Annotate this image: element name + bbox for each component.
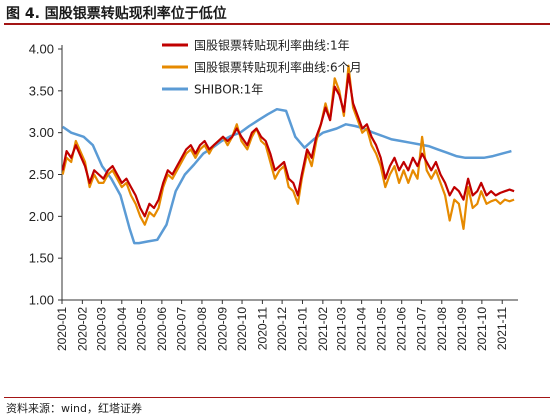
title-rule [4, 23, 550, 25]
y-tick-label: 1.50 [29, 251, 54, 266]
legend-label: SHIBOR:1年 [194, 83, 263, 97]
y-tick-labels: 1.00 1.50 2.00 2.50 3.00 3.50 4.00 [29, 42, 62, 308]
x-tick-label: 2021-04 [355, 307, 369, 351]
figure-title: 图 4. 国股银票转贴现利率位于低位 [6, 6, 227, 22]
x-tick-label: 2021-03 [334, 307, 348, 351]
x-tick-label: 2021-11 [495, 307, 509, 350]
series-lines [61, 64, 515, 245]
series-line-2 [61, 107, 512, 245]
source-note: 资料来源：wind，红塔证券 [6, 402, 143, 415]
x-tick-label: 2021-05 [374, 307, 388, 351]
x-tick-label: 2021-06 [395, 307, 409, 351]
source-rule [4, 397, 550, 398]
y-tick-label: 4.00 [29, 42, 54, 57]
legend-label: 国股银票转贴现利率曲线:6个月 [194, 60, 362, 75]
x-tick-label: 2021-01 [295, 307, 309, 351]
line-chart: 1.001.502.002.503.003.504.00 2020-01 2020… [29, 38, 518, 351]
x-tick-label: 2020-02 [75, 307, 89, 351]
series-line-1 [61, 64, 515, 230]
x-tick-label: 2020-05 [135, 307, 149, 351]
y-tick-label: 3.50 [29, 83, 54, 98]
x-tick-label: 2020-06 [155, 307, 169, 351]
x-tick-label: 2021-08 [435, 307, 449, 351]
x-tick-label: 2020-04 [115, 307, 129, 351]
x-tick-label: 2020-08 [195, 307, 209, 351]
axes [61, 45, 518, 301]
x-tick-label: 2020-09 [215, 307, 229, 351]
x-tick-label: 2021-09 [455, 307, 469, 351]
legend-label: 国股银票转贴现利率曲线:1年 [194, 38, 350, 53]
x-tick-labels: 2020-01 2020-02 2020-03 2020-04 2020-05 2020-… [55, 300, 509, 351]
x-tick-label: 2020-11 [255, 307, 269, 350]
x-tick-label: 2020-07 [175, 307, 189, 351]
x-tick-label: 2021-10 [475, 307, 489, 351]
y-tick-label: 3.00 [29, 125, 54, 140]
x-tick-label: 2021-02 [316, 307, 330, 351]
x-tick-label: 2020-10 [235, 307, 249, 351]
y-tick-label: 2.00 [29, 209, 54, 224]
x-tick-label: 2021-07 [414, 307, 428, 351]
x-tick-label: 2020-03 [94, 307, 108, 351]
x-tick-label: 2020-01 [55, 307, 69, 351]
series-line-0 [61, 72, 515, 218]
y-tick-label: 1.00 [29, 293, 54, 308]
y-tick-label: 2.50 [29, 167, 54, 182]
x-tick-label: 2020-12 [275, 307, 289, 351]
